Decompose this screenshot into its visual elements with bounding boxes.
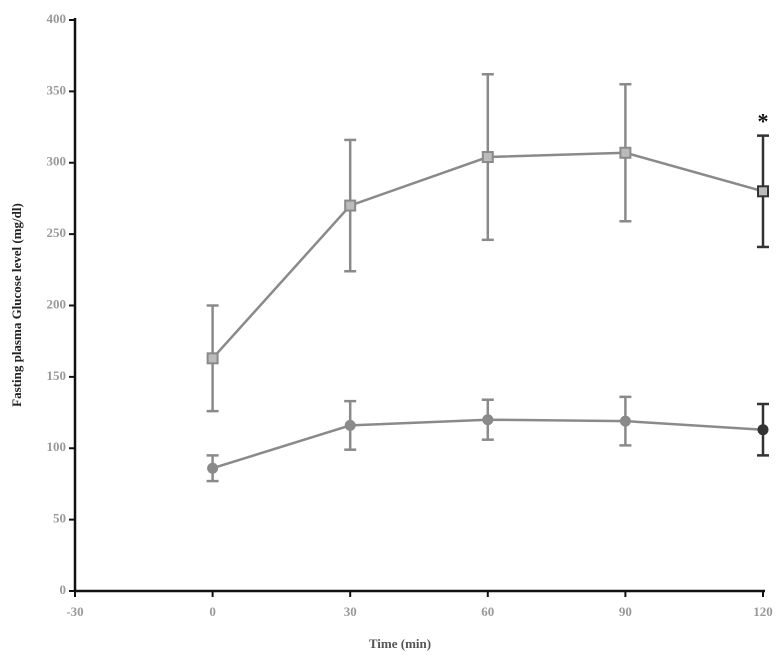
point xyxy=(345,201,355,211)
y-tick-label: 300 xyxy=(47,154,67,169)
point xyxy=(482,414,493,425)
x-axis-title: Time (min) xyxy=(369,636,431,651)
y-tick-label: 50 xyxy=(53,511,66,526)
point xyxy=(345,420,356,431)
point xyxy=(758,186,768,196)
y-tick-label: 150 xyxy=(47,368,67,383)
y-tick-label: 400 xyxy=(47,11,67,26)
x-tick-label: 60 xyxy=(481,604,494,619)
y-tick-label: 250 xyxy=(47,225,67,240)
x-tick-label: 90 xyxy=(619,604,632,619)
point xyxy=(207,463,218,474)
x-tick-label: 0 xyxy=(209,604,216,619)
x-tick-label: 120 xyxy=(753,604,773,619)
point xyxy=(620,148,630,158)
x-tick-label: 30 xyxy=(344,604,357,619)
y-tick-label: 100 xyxy=(47,439,67,454)
y-tick-label: 200 xyxy=(47,296,67,311)
y-tick-label: 0 xyxy=(60,582,67,597)
point xyxy=(208,353,218,363)
annotation: * xyxy=(758,109,769,134)
y-axis-title: Fasting plasma Glucose level (mg/dl) xyxy=(9,203,24,407)
point xyxy=(483,152,493,162)
point xyxy=(620,416,631,427)
x-tick-label: -30 xyxy=(66,604,83,619)
point xyxy=(758,424,769,435)
chart: Time (min) Fasting plasma Glucose level … xyxy=(0,0,782,655)
y-tick-label: 350 xyxy=(47,82,67,97)
